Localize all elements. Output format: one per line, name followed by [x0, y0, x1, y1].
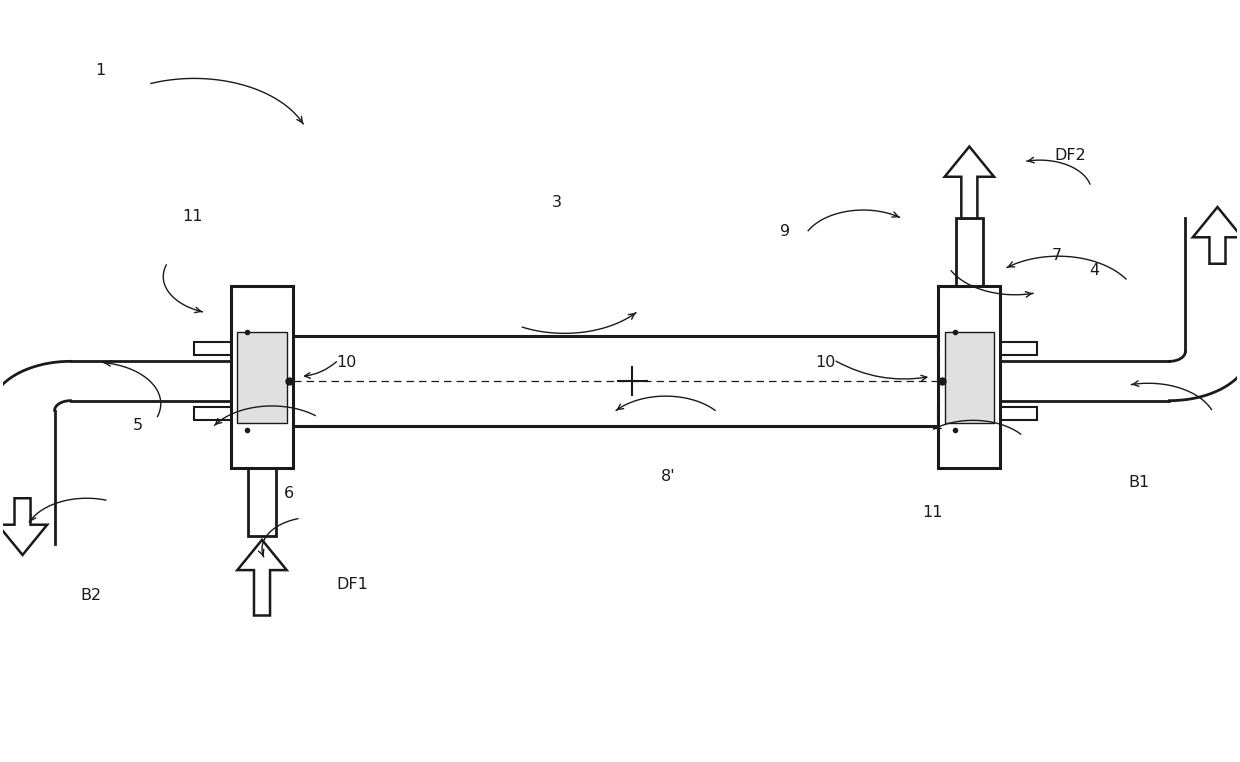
Polygon shape: [939, 407, 1037, 421]
Polygon shape: [0, 498, 47, 555]
Text: 1: 1: [95, 62, 105, 78]
Text: B1: B1: [1128, 475, 1149, 490]
Polygon shape: [195, 407, 293, 421]
Polygon shape: [237, 331, 286, 423]
Text: 8': 8': [661, 469, 676, 484]
Polygon shape: [939, 287, 1001, 468]
Text: 5: 5: [133, 418, 143, 433]
Polygon shape: [956, 219, 983, 287]
Text: 7: 7: [1052, 248, 1063, 263]
Text: DF1: DF1: [336, 577, 368, 592]
Polygon shape: [231, 287, 293, 468]
Text: 10: 10: [336, 355, 356, 370]
Text: 4: 4: [1089, 263, 1099, 278]
Polygon shape: [237, 539, 286, 616]
Polygon shape: [945, 331, 994, 423]
Text: 6: 6: [284, 486, 294, 501]
Polygon shape: [274, 335, 991, 427]
Polygon shape: [939, 341, 1037, 355]
Polygon shape: [195, 341, 293, 355]
Text: 9: 9: [780, 224, 791, 239]
Text: 11: 11: [923, 505, 942, 520]
Polygon shape: [945, 146, 994, 219]
Text: 3: 3: [552, 195, 562, 210]
Polygon shape: [248, 468, 275, 536]
Text: DF2: DF2: [1054, 148, 1086, 163]
Text: 11: 11: [182, 209, 202, 223]
Text: 10: 10: [815, 355, 836, 370]
Polygon shape: [1193, 207, 1240, 264]
Text: B2: B2: [81, 588, 102, 604]
